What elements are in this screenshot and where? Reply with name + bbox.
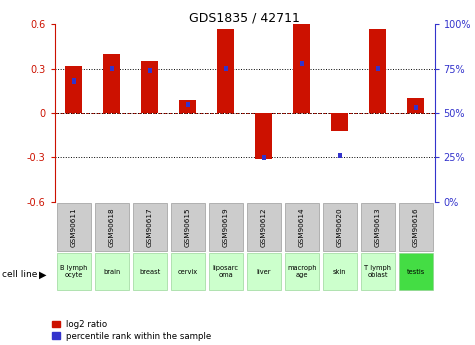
Text: GSM90618: GSM90618 [109,207,114,247]
Text: macroph
age: macroph age [287,265,316,278]
Text: GSM90614: GSM90614 [299,207,304,247]
Bar [72,78,76,83]
Text: GSM90611: GSM90611 [71,207,76,247]
Bar [95,203,129,251]
Text: T lymph
oblast: T lymph oblast [364,265,391,278]
Bar [247,203,281,251]
Bar [285,203,319,251]
Bar [95,253,129,290]
Bar [331,113,348,131]
Bar [285,253,319,290]
Bar [133,253,167,290]
Bar [361,203,395,251]
Text: breast: breast [139,269,160,275]
Bar [369,29,386,113]
Text: GSM90620: GSM90620 [337,207,342,247]
Bar [179,100,196,113]
Bar [133,203,167,251]
Text: brain: brain [103,269,120,275]
Text: GSM90619: GSM90619 [223,207,228,247]
Bar [171,203,205,251]
Text: GSM90612: GSM90612 [261,207,266,247]
Text: cell line: cell line [2,270,38,279]
Bar [414,105,418,110]
Bar [209,203,243,251]
Bar [399,253,433,290]
Bar [399,203,433,251]
Bar [224,66,228,71]
Text: skin: skin [333,269,346,275]
Text: GSM90616: GSM90616 [413,207,418,247]
Bar [57,253,91,290]
Text: ▶: ▶ [39,269,47,279]
Text: cervix: cervix [178,269,198,275]
Bar [300,61,304,66]
Bar [57,203,91,251]
Text: liposarc
oma: liposarc oma [213,265,238,278]
Text: GSM90617: GSM90617 [147,207,152,247]
Bar [171,253,205,290]
Text: GSM90615: GSM90615 [185,207,190,247]
Text: liver: liver [256,269,271,275]
Text: GSM90613: GSM90613 [375,207,380,247]
Bar [209,253,243,290]
Bar [407,98,424,113]
Bar [186,101,190,107]
Legend: log2 ratio, percentile rank within the sample: log2 ratio, percentile rank within the s… [52,320,212,341]
Bar [338,153,342,158]
Text: B lymph
ocyte: B lymph ocyte [60,265,87,278]
Bar [103,54,120,113]
Bar [217,29,234,113]
Bar [323,253,357,290]
Title: GDS1835 / 42711: GDS1835 / 42711 [189,11,300,24]
Bar [65,66,82,113]
Bar [255,113,272,159]
Bar [148,68,152,73]
Bar [323,203,357,251]
Bar [110,66,114,71]
Bar [262,155,266,160]
Text: testis: testis [407,269,425,275]
Bar [247,253,281,290]
Bar [376,66,380,71]
Bar [293,23,310,113]
Bar [361,253,395,290]
Bar [141,61,158,113]
